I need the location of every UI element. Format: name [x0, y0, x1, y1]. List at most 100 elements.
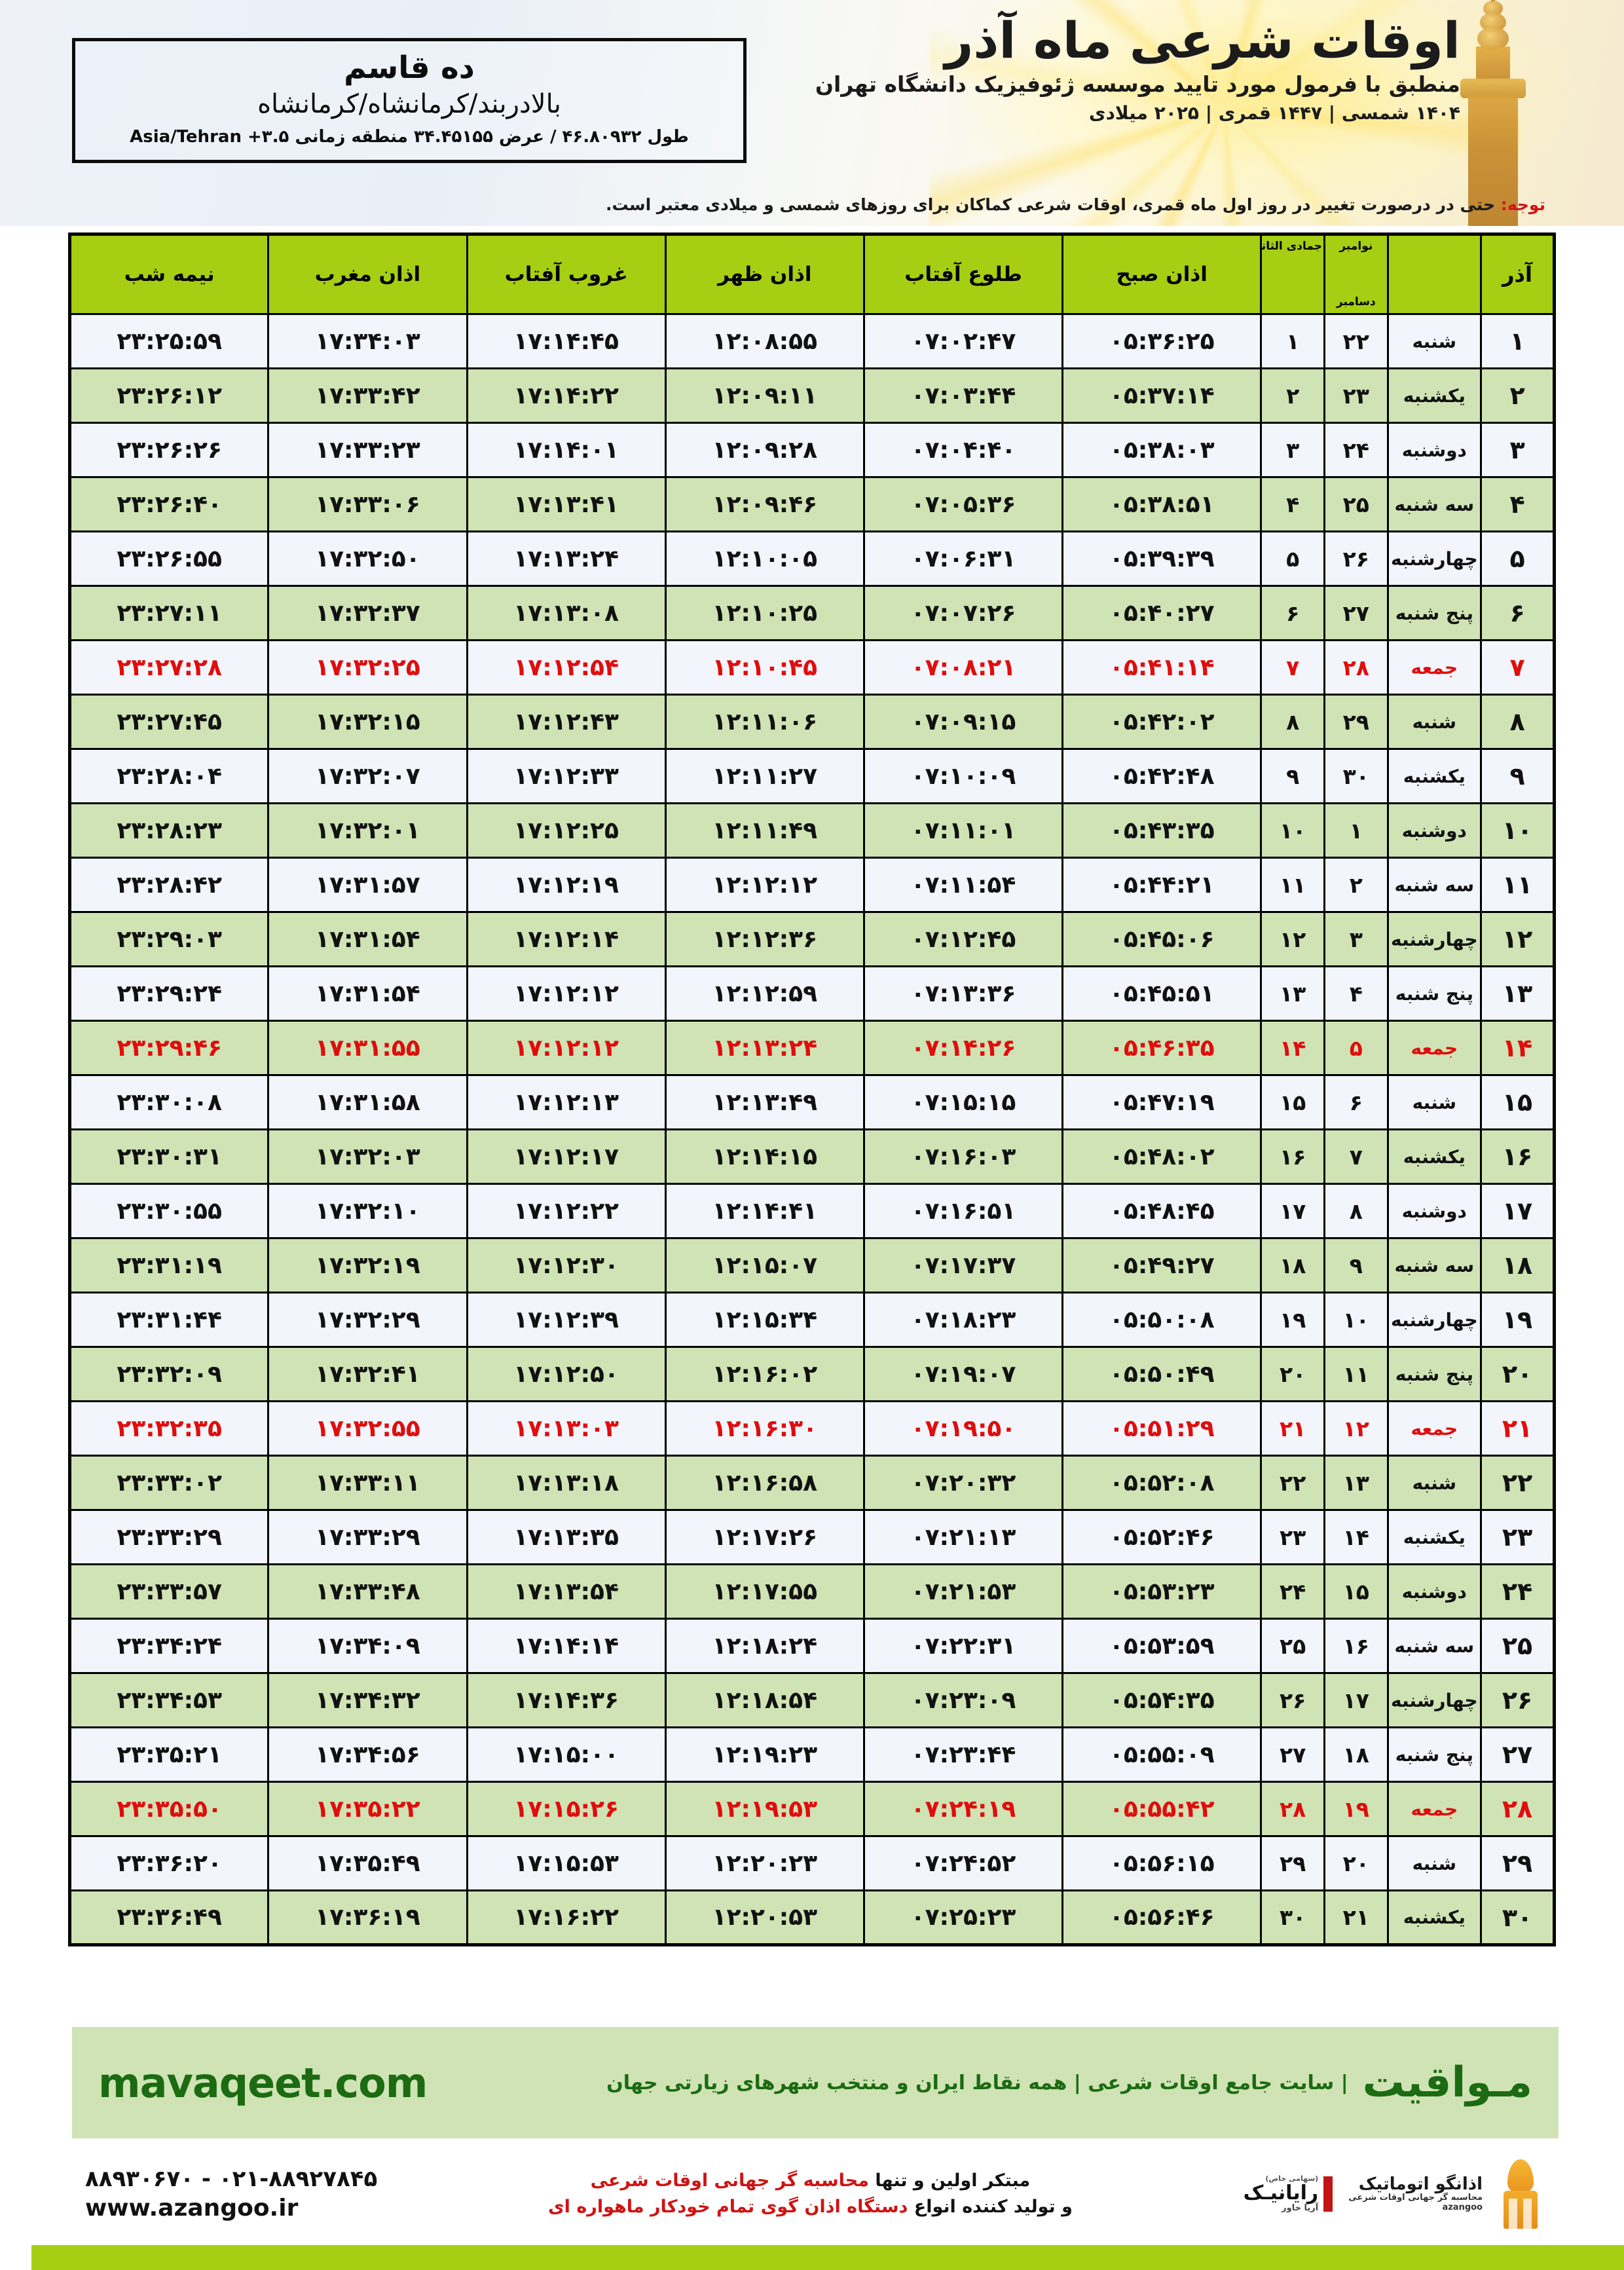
cell-maghrib: ۱۷:۳۱:۵۴: [267, 911, 468, 967]
cell-sunrise: ۰۷:۱۷:۳۷: [862, 1237, 1064, 1293]
cell-sunrise: ۰۷:۰۴:۴۰: [862, 422, 1064, 478]
page-title: اوقات شرعی ماه آذر: [944, 11, 1460, 69]
cell-day: ۱۵: [1480, 1074, 1555, 1130]
brand-website[interactable]: mavaqeet.com: [98, 2058, 428, 2107]
cell-greg: ۲۱: [1323, 1889, 1389, 1946]
footer-slogan: مبتکر اولین و تنها محاسبه گر جهانی اوقات…: [377, 2168, 1243, 2221]
cell-sunrise: ۰۷:۱۳:۳۶: [862, 965, 1064, 1022]
cell-maghrib: ۱۷:۳۵:۴۹: [267, 1835, 468, 1891]
prayer-times-body: ۱ شنبه ۲۲ ۱ ۰۵:۳۶:۲۵ ۰۷:۰۲:۴۷ ۱۲:۰۸:۵۵ ۱۷:۱۴:۴۵…: [68, 313, 1555, 1946]
cell-fajr: ۰۵:۴۴:۲۱: [1061, 857, 1263, 913]
cell-hijri: ۱۶: [1260, 1128, 1325, 1185]
column-header-hijri: جمادی الثانی: [1250, 233, 1325, 315]
cell-maghrib: ۱۷:۳۲:۰۳: [267, 1128, 468, 1185]
table-row: ۹ یکشنبه ۳۰ ۹ ۰۵:۴۲:۴۸ ۰۷:۱۰:۰۹ ۱۲:۱۱:۲۷ ۱۷:۱۲:…: [68, 748, 1555, 804]
hijri-month-jumada: جمادی الثانی: [1250, 240, 1322, 253]
cell-fajr: ۰۵:۵۲:۰۸: [1061, 1455, 1263, 1511]
table-row: ۲۶ چهارشنبه ۱۷ ۲۶ ۰۵:۵۴:۳۵ ۰۷:۲۳:۰۹ ۱۲:۱۸:۵۴ ۱۷…: [68, 1672, 1555, 1728]
cell-hijri: ۳۰: [1260, 1889, 1325, 1946]
cell-midnight: ۲۳:۳۲:۳۵: [68, 1400, 270, 1457]
cell-sunrise: ۰۷:۰۲:۴۷: [862, 313, 1064, 369]
cell-sunset: ۱۷:۱۲:۱۷: [466, 1128, 667, 1185]
cell-weekday: چهارشنبه: [1386, 1292, 1483, 1348]
cell-fajr: ۰۵:۴۵:۰۶: [1061, 911, 1263, 967]
cell-day: ۲۹: [1480, 1835, 1555, 1891]
cell-day: ۱۴: [1480, 1020, 1555, 1076]
cell-midnight: ۲۳:۳۱:۱۹: [68, 1237, 270, 1293]
cell-sunrise: ۰۷:۱۶:۵۱: [862, 1183, 1064, 1239]
contact-phone: ۰۲۱-۸۸۹۲۷۸۴۵ - ۸۸۹۳۰۶۷۰: [85, 2165, 378, 2192]
cell-midnight: ۲۳:۲۶:۴۰: [68, 476, 270, 532]
cell-day: ۱۹: [1480, 1292, 1555, 1348]
cell-sunrise: ۰۷:۲۱:۱۳: [862, 1509, 1064, 1565]
cell-sunrise: ۰۷:۲۵:۲۳: [862, 1889, 1064, 1946]
cell-maghrib: ۱۷:۳۵:۲۲: [267, 1781, 468, 1837]
cell-hijri: ۲۳: [1260, 1509, 1325, 1565]
cell-fajr: ۰۵:۵۳:۲۳: [1061, 1563, 1263, 1620]
cell-midnight: ۲۳:۳۳:۵۷: [68, 1563, 270, 1620]
cell-maghrib: ۱۷:۳۱:۵۷: [267, 857, 468, 913]
cell-hijri: ۱۰: [1260, 802, 1325, 859]
cell-hijri: ۱۸: [1260, 1237, 1325, 1293]
table-row: ۲ یکشنبه ۲۳ ۲ ۰۵:۳۷:۱۴ ۰۷:۰۳:۴۴ ۱۲:۰۹:۱۱ ۱۷:۱۴:…: [68, 367, 1555, 424]
cell-fajr: ۰۵:۴۲:۰۲: [1061, 694, 1263, 750]
header-text-block: اوقات شرعی ماه آذر منطبق با فرمول مورد ت…: [740, 14, 1460, 125]
partner-logos: اذانگو اتوماتیک محاسبه گر جهانی اوقات شر…: [1244, 2158, 1559, 2230]
cell-weekday: یکشنبه: [1386, 748, 1483, 804]
cell-maghrib: ۱۷:۳۳:۰۶: [267, 476, 468, 532]
header-banner: اوقات شرعی ماه آذر منطبق با فرمول مورد ت…: [0, 0, 1624, 226]
cell-sunrise: ۰۷:۱۱:۰۱: [862, 802, 1064, 859]
note-line: توجه: حتی در درصورت تغییر در روز اول ماه…: [72, 195, 1545, 214]
prayer-times-table-wrap: آذر نوامبر دسامبر جمادی الثانی: [68, 233, 1556, 1946]
table-row: ۷ جمعه ۲۸ ۷ ۰۵:۴۱:۱۴ ۰۷:۰۸:۲۱ ۱۲:۱۰:۴۵ ۱۷:۱۲:۵۴…: [68, 639, 1555, 696]
cell-fajr: ۰۵:۵۶:۱۵: [1061, 1835, 1263, 1891]
cell-fajr: ۰۵:۴۸:۰۲: [1061, 1128, 1263, 1185]
cell-hijri: ۱۳: [1260, 965, 1325, 1022]
cell-day: ۲۳: [1480, 1509, 1555, 1565]
page-subtitle: منطبق با فرمول مورد تایید موسسه ژئوفیزیک…: [815, 71, 1460, 97]
cell-midnight: ۲۳:۲۶:۱۲: [68, 367, 270, 424]
cell-fajr: ۰۵:۳۷:۱۴: [1061, 367, 1263, 424]
cell-hijri: ۷: [1260, 639, 1325, 696]
cell-maghrib: ۱۷:۳۲:۵۰: [267, 530, 468, 587]
table-row: ۱۹ چهارشنبه ۱۰ ۱۹ ۰۵:۵۰:۰۸ ۰۷:۱۸:۲۳ ۱۲:۱۵:۳۴ ۱۷…: [68, 1292, 1555, 1348]
cell-dhuhr: ۱۲:۱۶:۳۰: [664, 1400, 865, 1457]
location-path: بالادربند/کرمانشاه/کرمانشاه: [257, 89, 561, 120]
cell-fajr: ۰۵:۴۶:۳۵: [1061, 1020, 1263, 1076]
cell-sunset: ۱۷:۱۳:۳۵: [466, 1509, 667, 1565]
cell-hijri: ۲۰: [1260, 1346, 1325, 1402]
sun-rays-decoration: [930, 0, 1519, 226]
cell-fajr: ۰۵:۴۳:۳۵: [1061, 802, 1263, 859]
cell-sunrise: ۰۷:۲۳:۴۴: [862, 1726, 1064, 1783]
column-header-sunset: غروب آفتاب: [466, 233, 667, 315]
cell-dhuhr: ۱۲:۱۸:۲۴: [664, 1618, 865, 1674]
cell-weekday: سه شنبه: [1386, 476, 1483, 532]
rayaneek-logo: (سهامی خاص) رایانیـک آریا خاور: [1244, 2174, 1333, 2213]
cell-weekday: پنج شنبه: [1386, 585, 1483, 641]
cell-sunset: ۱۷:۱۲:۳۰: [466, 1237, 667, 1293]
cell-midnight: ۲۳:۲۸:۰۴: [68, 748, 270, 804]
cell-fajr: ۰۵:۵۵:۴۲: [1061, 1781, 1263, 1837]
table-row: ۴ سه شنبه ۲۵ ۴ ۰۵:۳۸:۵۱ ۰۷:۰۵:۳۶ ۱۲:۰۹:۴۶ ۱۷:۱۳…: [68, 476, 1555, 532]
cell-weekday: چهارشنبه: [1386, 911, 1483, 967]
brand-name-fa: مـواقیت: [1362, 2058, 1532, 2107]
cell-day: ۲: [1480, 367, 1555, 424]
cell-fajr: ۰۵:۴۲:۴۸: [1061, 748, 1263, 804]
cell-weekday: یکشنبه: [1386, 1889, 1483, 1946]
cell-dhuhr: ۱۲:۱۱:۲۷: [664, 748, 865, 804]
cell-hijri: ۵: [1260, 530, 1325, 587]
cell-greg: ۵: [1323, 1020, 1389, 1076]
cell-greg: ۹: [1323, 1237, 1389, 1293]
column-header-fajr: اذان صبح: [1061, 233, 1263, 315]
cell-dhuhr: ۱۲:۱۳:۲۴: [664, 1020, 865, 1076]
cell-fajr: ۰۵:۴۷:۱۹: [1061, 1074, 1263, 1130]
cell-hijri: ۹: [1260, 748, 1325, 804]
cell-greg: ۲۹: [1323, 694, 1389, 750]
cell-weekday: پنج شنبه: [1386, 965, 1483, 1022]
cell-hijri: ۴: [1260, 476, 1325, 532]
cell-sunset: ۱۷:۱۲:۵۴: [466, 639, 667, 696]
contact-website[interactable]: www.azangoo.ir: [85, 2194, 299, 2222]
bottom-accent-strip: [0, 2245, 1624, 2270]
cell-midnight: ۲۳:۳۳:۰۲: [68, 1455, 270, 1511]
cell-sunset: ۱۷:۱۲:۳۹: [466, 1292, 667, 1348]
